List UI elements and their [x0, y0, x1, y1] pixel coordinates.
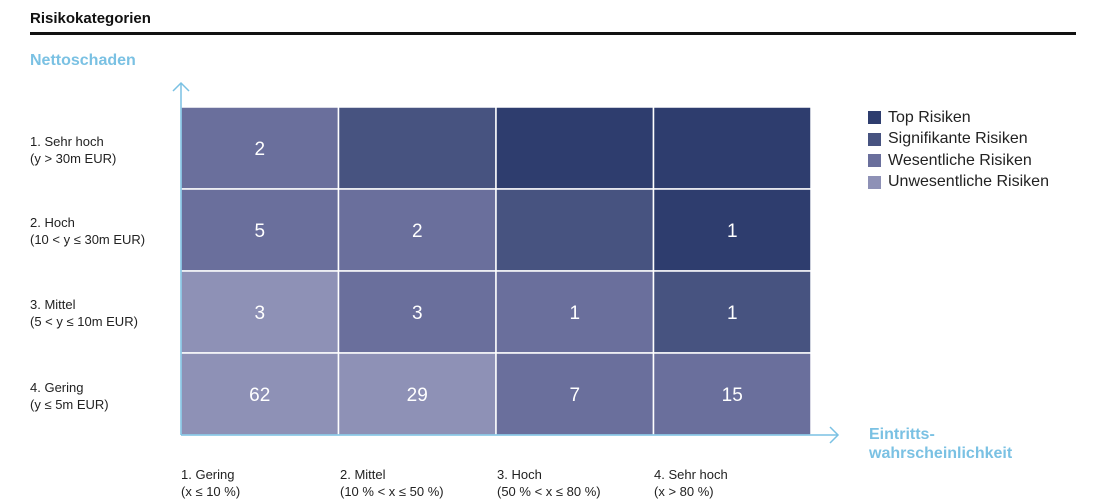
chart-title: Risikokategorien	[30, 10, 151, 27]
row-label-range: (10 < y ≤ 30m EUR)	[30, 232, 146, 247]
row-label-name: 3. Mittel	[30, 297, 76, 312]
cell-value-label: 1	[727, 303, 738, 324]
legend-item-unwesentliche-risiken: Unwesentliche Risiken	[868, 172, 1049, 194]
legend-swatch	[868, 111, 881, 125]
y-axis-title: Nettoschaden	[30, 52, 136, 69]
column-label-gering: 1. Gering (x ≤ 10 %)	[181, 466, 240, 500]
cell-value-label: 29	[407, 385, 428, 406]
legend-swatch	[868, 175, 881, 189]
column-label-range: (50 % < x ≤ 80 %)	[497, 484, 601, 499]
cell-value-label: 3	[254, 303, 265, 324]
row-label-hoch: 2. Hoch (10 < y ≤ 30m EUR)	[30, 214, 145, 248]
x-axis-arrow-icon	[829, 426, 840, 444]
heatmap-cell	[652, 106, 812, 190]
title-divider	[30, 32, 1076, 35]
column-label-name: 2. Mittel	[340, 467, 386, 482]
row-label-mittel: 3. Mittel (5 < y ≤ 10m EUR)	[30, 296, 138, 330]
column-label-name: 3. Hoch	[497, 467, 542, 482]
cell-value-label: 1	[727, 221, 738, 242]
row-label-name: 2. Hoch	[30, 215, 75, 230]
x-axis-title: Eintritts- wahrscheinlichkeit	[869, 426, 1013, 462]
column-label-name: 1. Gering	[181, 467, 235, 482]
cell-value-label: 5	[254, 221, 265, 242]
heatmap-cell	[337, 352, 497, 436]
legend-item-signifikante-risiken: Signifikante Risiken	[868, 129, 1049, 151]
legend: Top Risiken Signifikante Risiken Wesentl…	[868, 107, 1049, 193]
cell-value-label: 2	[412, 221, 423, 242]
row-label-name: 1. Sehr hoch	[30, 134, 104, 149]
column-label-range: (10 % < x ≤ 50 %)	[340, 484, 444, 499]
heatmap-cell	[495, 352, 655, 436]
heatmap-cell	[337, 188, 497, 272]
y-axis-arrow-icon	[172, 81, 190, 92]
column-label-sehr-hoch: 4. Sehr hoch (x > 80 %)	[654, 466, 728, 500]
heatmap-cell	[495, 188, 655, 272]
heatmap-cell	[495, 270, 655, 354]
heatmap-cell	[337, 106, 497, 190]
legend-label: Unwesentliche Risiken	[888, 173, 1049, 191]
row-label-sehr-hoch: 1. Sehr hoch (y > 30m EUR)	[30, 133, 116, 167]
legend-item-wesentliche-risiken: Wesentliche Risiken	[868, 150, 1049, 172]
legend-label: Signifikante Risiken	[888, 130, 1028, 148]
legend-swatch	[868, 154, 881, 168]
cell-value-label: 7	[569, 385, 580, 406]
heatmap-cell	[180, 188, 340, 272]
column-label-range: (x ≤ 10 %)	[181, 484, 241, 499]
row-label-range: (y > 30m EUR)	[30, 151, 117, 166]
heatmap-cell	[180, 270, 340, 354]
cell-value-label: 2	[254, 139, 265, 160]
column-label-range: (x > 80 %)	[654, 484, 714, 499]
row-label-gering: 4. Gering (y ≤ 5m EUR)	[30, 379, 109, 413]
row-label-range: (5 < y ≤ 10m EUR)	[30, 314, 138, 329]
column-label-hoch: 3. Hoch (50 % < x ≤ 80 %)	[497, 466, 601, 500]
column-label-mittel: 2. Mittel (10 % < x ≤ 50 %)	[340, 466, 444, 500]
legend-swatch	[868, 132, 881, 146]
cell-value-label: 3	[412, 303, 423, 324]
heatmap-cell	[652, 352, 812, 436]
row-label-name: 4. Gering	[30, 380, 84, 395]
legend-item-top-risiken: Top Risiken	[868, 107, 1049, 129]
heatmap-cell	[337, 270, 497, 354]
cell-value-label: 1	[569, 303, 580, 324]
cell-value-label: 62	[249, 385, 270, 406]
heatmap-cell	[495, 106, 655, 190]
cell-value-label: 15	[722, 385, 743, 406]
legend-label: Wesentliche Risiken	[888, 151, 1032, 169]
column-label-name: 4. Sehr hoch	[654, 467, 728, 482]
heatmap-cell	[652, 270, 812, 354]
heatmap-cell	[180, 352, 340, 436]
row-label-range: (y ≤ 5m EUR)	[30, 397, 109, 412]
legend-label: Top Risiken	[888, 108, 971, 126]
